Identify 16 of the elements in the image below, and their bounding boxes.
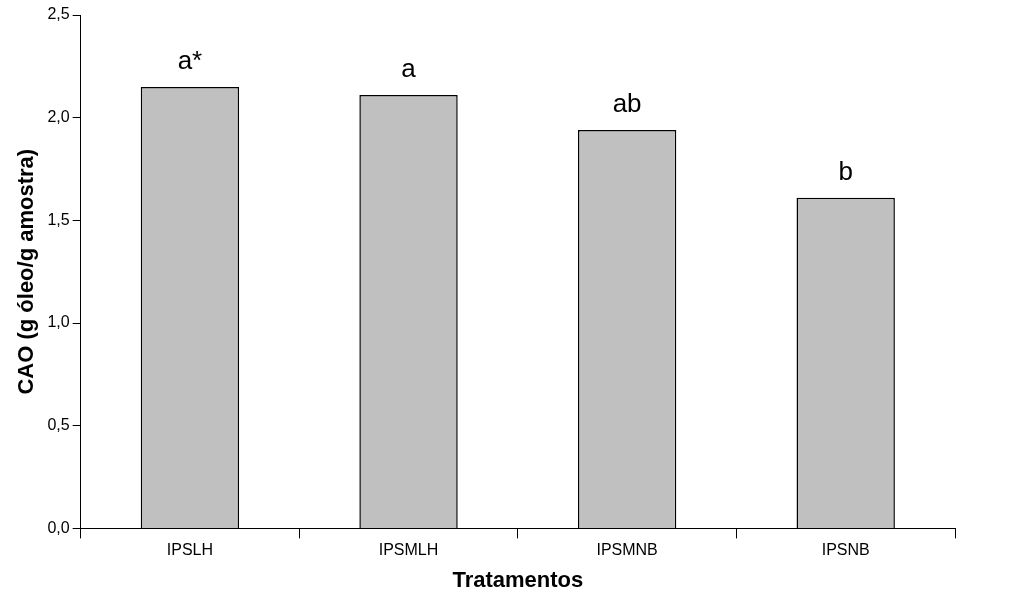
x-axis-title: Tratamentos bbox=[452, 566, 584, 592]
y-tick-label: 0,0 bbox=[47, 518, 70, 536]
x-tick-label: IPSMLH bbox=[378, 541, 439, 559]
y-tick-label: 1,5 bbox=[47, 210, 70, 228]
annotation: ab bbox=[612, 88, 642, 119]
y-tick-label: 0,5 bbox=[47, 416, 70, 434]
x-tick-label: IPSNB bbox=[821, 541, 870, 559]
y-axis-title: CAO (g óleo/g amostra) bbox=[13, 148, 39, 395]
x-tick-label: IPSMNB bbox=[596, 541, 658, 559]
annotation: a* bbox=[177, 45, 203, 76]
y-tick-label: 1,0 bbox=[47, 313, 70, 331]
y-tick-label: 2,0 bbox=[47, 108, 70, 126]
annotation: a bbox=[401, 53, 417, 84]
annotation: b bbox=[838, 155, 853, 186]
x-tick-label: IPSLH bbox=[166, 541, 214, 559]
y-tick-label: 2,5 bbox=[47, 5, 70, 23]
